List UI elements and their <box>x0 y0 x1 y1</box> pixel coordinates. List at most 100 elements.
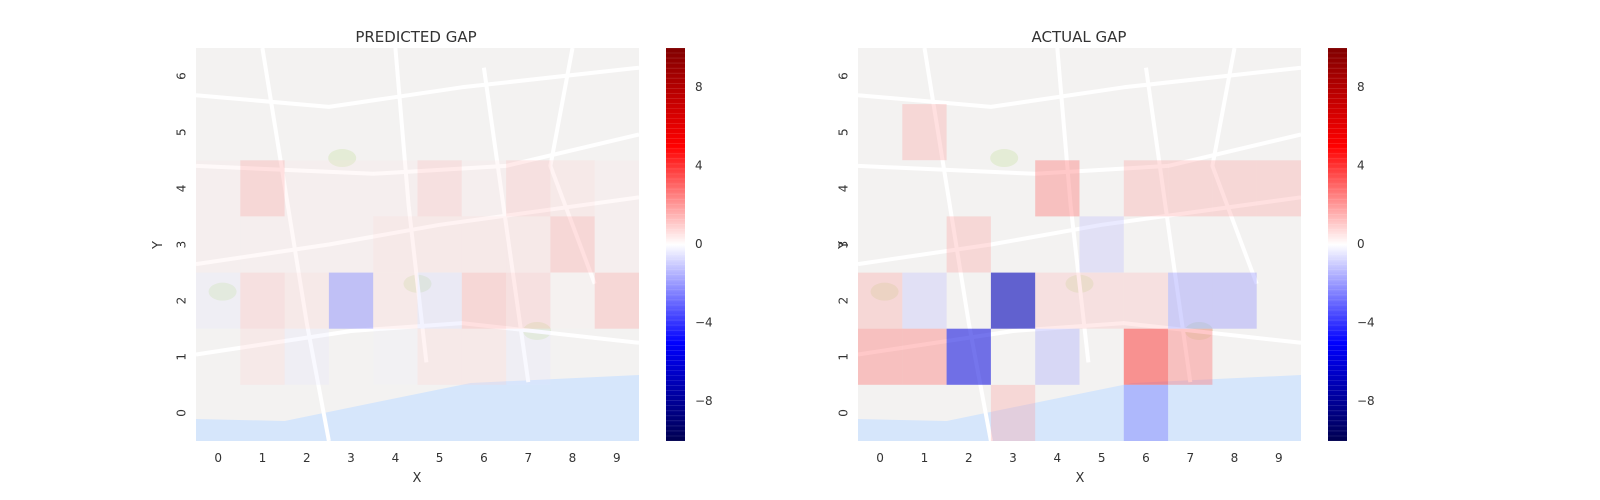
y-tick-label: 4 <box>175 185 189 193</box>
heatmap-cell <box>1257 104 1301 160</box>
colorbar-tick-label: −4 <box>695 316 713 330</box>
heatmap-cell <box>1257 216 1301 272</box>
heatmap-cell <box>1080 104 1124 160</box>
park-area <box>208 282 237 301</box>
heatmap-cell <box>284 216 329 273</box>
x-axis-label: X <box>413 471 422 486</box>
heatmap-cell <box>550 216 595 273</box>
heatmap-cell <box>947 48 991 104</box>
y-tick-label: 2 <box>837 297 851 305</box>
x-tick-label: 6 <box>1142 451 1150 465</box>
map-background <box>857 47 1302 442</box>
heatmap-cell <box>1212 216 1256 272</box>
x-tick-label: 0 <box>214 451 222 465</box>
heatmap-cell <box>462 104 506 160</box>
heatmap-cell <box>990 272 1036 329</box>
heatmap-cell <box>1079 216 1124 273</box>
map-road <box>1210 47 1259 285</box>
heatmap-cell <box>1035 216 1079 272</box>
heatmap-cell <box>1079 272 1124 329</box>
heatmap-cell <box>947 385 991 441</box>
heatmap-cell <box>947 273 991 329</box>
heatmap-cell <box>373 216 418 273</box>
x-tick-label: 3 <box>347 451 355 465</box>
heatmap-cell <box>902 48 946 104</box>
heatmap-cell <box>1124 104 1168 160</box>
y-tick-label: 6 <box>837 72 851 80</box>
heatmap-cell <box>1123 328 1169 385</box>
heatmap-cell <box>196 385 240 441</box>
heatmap-cell <box>1168 216 1212 272</box>
heatmap-cell <box>506 160 551 217</box>
x-tick-label: 1 <box>921 451 929 465</box>
heatmap-cell <box>991 104 1035 160</box>
heatmap-cell <box>991 48 1035 104</box>
heatmap-cell <box>594 216 639 273</box>
x-tick-label: 8 <box>569 451 577 465</box>
heatmap-cell <box>196 104 240 160</box>
colorbar-tick-label: 4 <box>1357 158 1365 172</box>
y-tick-label: 3 <box>837 241 851 249</box>
heatmap-cell <box>506 104 550 160</box>
map-road <box>260 47 331 442</box>
heatmap-cell <box>1168 328 1213 385</box>
y-tick-label: 6 <box>175 72 189 80</box>
heatmap-cell <box>506 48 550 104</box>
heatmap-cell <box>858 328 903 385</box>
heatmap-cell <box>285 385 329 441</box>
y-tick-labels: 0 1 2 3 4 5 6 <box>837 72 851 416</box>
colorbar-tick-label: −8 <box>1357 394 1375 408</box>
heatmap-cell <box>196 160 241 217</box>
colorbar-gradient <box>1328 48 1347 441</box>
heatmap-cell <box>595 104 639 160</box>
heatmap-cell <box>1124 48 1168 104</box>
x-tick-labels: 0 1 2 3 4 5 6 7 8 9 <box>876 451 1282 465</box>
heatmap-cell <box>1124 216 1168 272</box>
x-tick-label: 7 <box>524 451 532 465</box>
heatmap-cell <box>1257 273 1301 329</box>
x-tick-labels: 0 1 2 3 4 5 6 7 8 9 <box>214 451 620 465</box>
heatmap-cell <box>594 160 639 217</box>
heatmap-cell <box>506 216 551 273</box>
heatmap-cell <box>947 104 991 160</box>
heatmap-cell <box>990 384 1036 441</box>
heatmap-cell <box>417 160 462 217</box>
heatmap-cell <box>329 104 373 160</box>
map-background <box>195 47 640 442</box>
heatmap-cell <box>1212 272 1257 329</box>
heatmap-cell <box>1256 160 1301 217</box>
heatmap-cell <box>196 329 240 385</box>
map-road <box>1055 47 1091 363</box>
heatmap-cell <box>858 216 902 272</box>
heatmap-cell <box>461 216 507 273</box>
y-tick-label: 5 <box>837 128 851 136</box>
y-tick-label: 1 <box>175 353 189 361</box>
heatmap-cell <box>506 328 551 385</box>
heatmap-cell <box>328 272 374 329</box>
heatmap-cell <box>1168 272 1213 329</box>
colorbar-tick-label: −4 <box>1357 316 1375 330</box>
map-land <box>196 48 639 441</box>
map-road <box>857 65 1302 109</box>
heatmap-cell <box>240 385 284 441</box>
heatmap-cell <box>418 48 462 104</box>
colorbar-tick-label: 8 <box>1357 80 1365 94</box>
heatmap-cell <box>240 216 285 273</box>
heatmap-cell <box>240 272 285 329</box>
x-tick-label: 7 <box>1186 451 1194 465</box>
x-axis-label: X <box>1076 471 1085 486</box>
heatmap-cell <box>417 328 462 385</box>
heatmap-cell <box>461 160 507 217</box>
colorbar-tick-label: 4 <box>695 158 703 172</box>
heatmap-cell <box>1123 384 1169 441</box>
heatmap-cell <box>858 104 902 160</box>
heatmap-cell <box>902 272 947 329</box>
actual-gap-panel: ACTUAL GAP 0 1 2 3 4 5 6 7 8 9 0 1 2 3 4 5 6 X Y 8 4 0 −4 −… <box>837 28 1375 486</box>
heatmap-cell <box>462 48 506 104</box>
y-tick-labels: 0 1 2 3 4 5 6 <box>175 72 189 416</box>
heatmap-cell <box>595 385 639 441</box>
heatmap-cells <box>196 48 639 441</box>
map-road <box>195 65 640 109</box>
heatmap-cell <box>594 272 639 329</box>
map-road <box>857 195 1302 267</box>
